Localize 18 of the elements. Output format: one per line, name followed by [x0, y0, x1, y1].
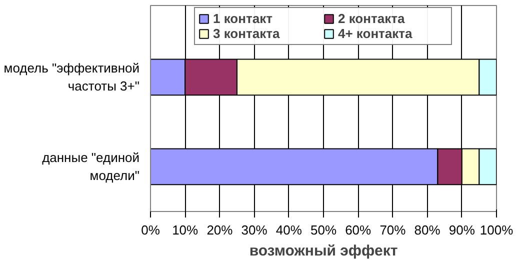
x-tick-label: 70%	[380, 222, 406, 238]
legend-label: 4+ контакта	[338, 26, 414, 41]
x-tick-label: 50%	[310, 222, 337, 238]
y-tick-label: модель "эффективной частоты 3+"	[4, 60, 140, 94]
y-tick-label: данные "единой модели"	[42, 150, 140, 184]
legend-label: 1 контакт	[213, 11, 274, 26]
legend-label: 2 контакта	[338, 11, 406, 26]
x-axis-title: возможный эффект	[249, 242, 398, 260]
x-tick-label: 40%	[276, 222, 302, 238]
x-tick-label: 80%	[414, 222, 441, 238]
x-tick-label: 100%	[480, 222, 514, 238]
x-tick-label: 0%	[141, 222, 160, 238]
x-tick-label: 90%	[448, 222, 476, 238]
x-tick-label: 30%	[241, 222, 268, 238]
x-tick-label: 20%	[206, 222, 234, 238]
x-tick-label: 10%	[172, 222, 199, 238]
legend-label: 3 контакта	[213, 26, 281, 41]
x-tick-label: 60%	[345, 222, 372, 238]
